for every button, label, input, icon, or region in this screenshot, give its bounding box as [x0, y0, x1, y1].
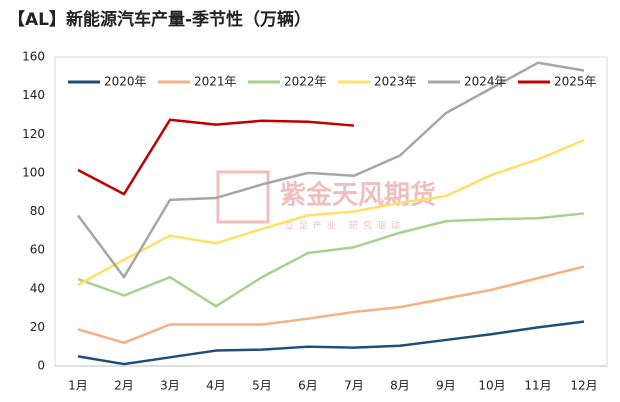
y-tick-label: 120 [22, 127, 45, 141]
x-tick-label: 8月 [390, 379, 410, 393]
legend-label: 2024年 [464, 75, 507, 89]
legend-label: 2020年 [104, 75, 147, 89]
y-tick-label: 160 [22, 50, 45, 64]
y-tick-label: 40 [30, 281, 45, 295]
series-line [77, 138, 585, 286]
watermark-logo [216, 170, 270, 224]
series-line [77, 212, 585, 308]
legend-label: 2021年 [194, 75, 237, 89]
legend-label: 2025年 [554, 75, 597, 89]
x-tick-label: 7月 [344, 379, 364, 393]
series-line [77, 320, 585, 366]
x-tick-label: 11月 [524, 379, 551, 393]
y-tick-label: 20 [30, 320, 45, 334]
legend-label: 2022年 [284, 75, 327, 89]
y-tick-label: 100 [22, 165, 45, 179]
chart-title: 【AL】新能源汽车产量-季节性（万辆） [8, 9, 311, 30]
y-tick-label: 140 [22, 88, 45, 102]
watermark: 紫金天风期货 立足产业 研究驱动 [216, 170, 436, 232]
x-tick-label: 3月 [160, 379, 180, 393]
watermark-name: 紫金天风期货 [280, 180, 436, 211]
x-tick-label: 10月 [478, 379, 505, 393]
x-tick-label: 12月 [570, 379, 597, 393]
y-tick-label: 0 [37, 359, 45, 373]
x-tick-label: 5月 [252, 379, 272, 393]
legend-label: 2023年 [374, 75, 417, 89]
x-tick-label: 1月 [68, 379, 88, 393]
series-line [76, 61, 585, 279]
plot-frame [54, 56, 608, 367]
watermark-slogan: 立足产业 研究驱动 [285, 220, 405, 232]
y-tick-label: 60 [30, 243, 45, 257]
series-line [77, 118, 355, 196]
x-tick-label: 2月 [114, 379, 134, 393]
x-tick-label: 9月 [436, 379, 456, 393]
series-line [77, 265, 585, 345]
x-tick-label: 4月 [206, 379, 226, 393]
x-tick-label: 6月 [298, 379, 318, 393]
y-tick-label: 80 [30, 204, 45, 218]
